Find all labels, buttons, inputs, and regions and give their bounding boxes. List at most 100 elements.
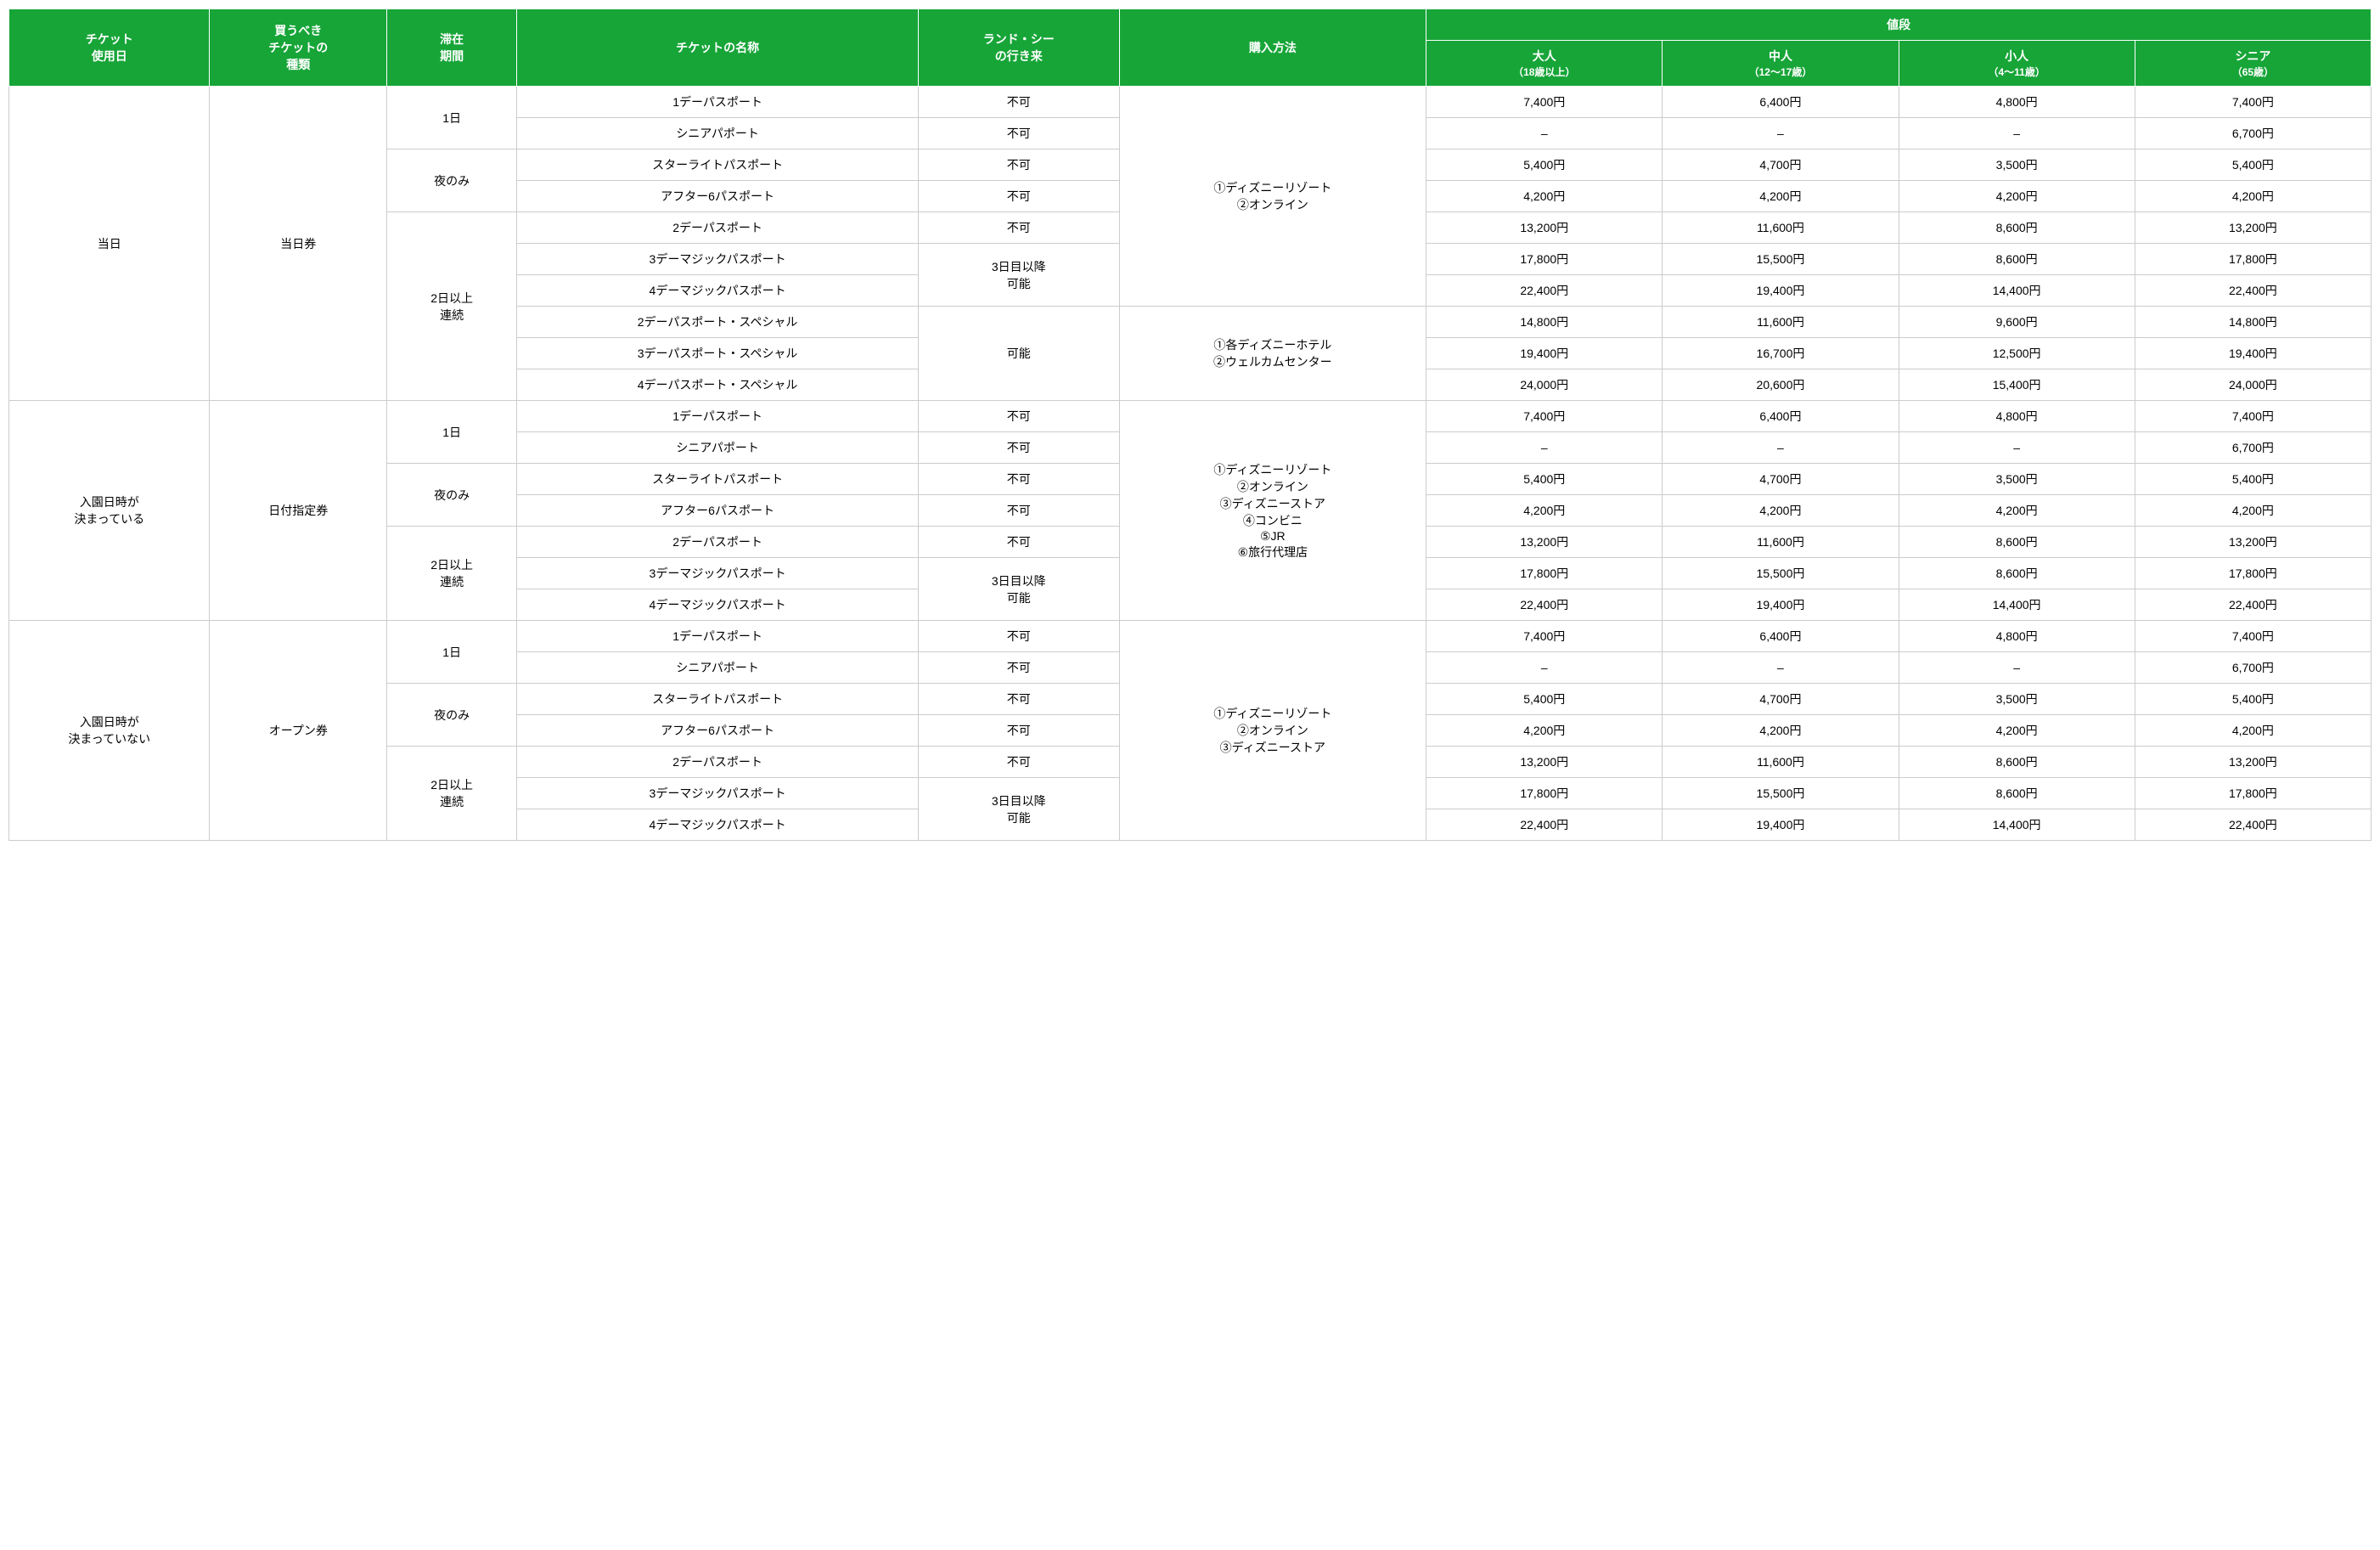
price-cell: 24,000円: [2135, 369, 2371, 401]
price-cell: 12,500円: [1899, 338, 2135, 369]
price-cell: 15,400円: [1899, 369, 2135, 401]
ticket-name-cell: シニアパポート: [517, 118, 919, 149]
price-cell: 15,500円: [1663, 244, 1899, 275]
price-cell: 7,400円: [1426, 621, 1663, 652]
ticket-name-cell: 2デーパスポート: [517, 527, 919, 558]
price-cell: 15,500円: [1663, 778, 1899, 809]
travel-cell: 不可: [919, 181, 1119, 212]
buy-cell: ①ディズニーリゾート②オンライン③ディズニーストア④コンビニ⑤JR⑥旅行代理店: [1119, 401, 1426, 621]
travel-cell: 不可: [919, 118, 1119, 149]
header-stay: 滞在期間: [387, 9, 517, 87]
price-cell: 3,500円: [1899, 464, 2135, 495]
price-cell: 15,500円: [1663, 558, 1899, 589]
ticket-type-cell: 当日券: [210, 87, 387, 401]
ticket-name-cell: 4デーパスポート・スペシャル: [517, 369, 919, 401]
price-cell: –: [1899, 118, 2135, 149]
price-cell: 4,200円: [2135, 181, 2371, 212]
price-cell: 4,200円: [1426, 181, 1663, 212]
price-cell: 6,400円: [1663, 621, 1899, 652]
price-cell: 17,800円: [1426, 778, 1663, 809]
price-cell: 4,200円: [1663, 495, 1899, 527]
price-cell: 4,200円: [2135, 715, 2371, 747]
price-cell: 4,200円: [1663, 715, 1899, 747]
price-cell: –: [1426, 652, 1663, 684]
header-price-adult: 大人（18歳以上）: [1426, 41, 1663, 87]
price-cell: 19,400円: [1426, 338, 1663, 369]
price-cell: 8,600円: [1899, 778, 2135, 809]
ticket-name-cell: スターライトパスポート: [517, 684, 919, 715]
price-cell: 5,400円: [1426, 149, 1663, 181]
ticket-name-cell: 1デーパスポート: [517, 401, 919, 432]
header-price-junior: 中人（12〜17歳）: [1663, 41, 1899, 87]
price-cell: 11,600円: [1663, 747, 1899, 778]
price-cell: 22,400円: [1426, 275, 1663, 307]
price-cell: 8,600円: [1899, 747, 2135, 778]
price-cell: 4,200円: [1899, 181, 2135, 212]
price-cell: 7,400円: [1426, 401, 1663, 432]
table-row: 入園日時が決まっていない オープン券 1日 1デーパスポート 不可 ①ディズニー…: [9, 621, 2372, 652]
ticket-name-cell: 3デーマジックパスポート: [517, 778, 919, 809]
stay-cell: 1日: [387, 401, 517, 464]
price-cell: 19,400円: [2135, 338, 2371, 369]
price-cell: 4,800円: [1899, 87, 2135, 118]
ticket-name-cell: アフター6パスポート: [517, 495, 919, 527]
price-cell: 24,000円: [1426, 369, 1663, 401]
travel-cell: 不可: [919, 401, 1119, 432]
price-cell: 22,400円: [2135, 275, 2371, 307]
travel-cell: 不可: [919, 432, 1119, 464]
header-buy: 購入方法: [1119, 9, 1426, 87]
travel-cell: 不可: [919, 621, 1119, 652]
price-cell: 4,200円: [1663, 181, 1899, 212]
buy-cell: ①ディズニーリゾート②オンライン③ディズニーストア: [1119, 621, 1426, 841]
price-cell: 22,400円: [2135, 589, 2371, 621]
table-row: 入園日時が決まっている 日付指定券 1日 1デーパスポート 不可 ①ディズニーリ…: [9, 401, 2372, 432]
stay-cell: 夜のみ: [387, 684, 517, 747]
price-cell: –: [1663, 432, 1899, 464]
ticket-name-cell: シニアパポート: [517, 652, 919, 684]
price-cell: 3,500円: [1899, 149, 2135, 181]
price-cell: 9,600円: [1899, 307, 2135, 338]
price-cell: 6,700円: [2135, 432, 2371, 464]
price-cell: 13,200円: [1426, 747, 1663, 778]
ticket-name-cell: 2デーパスポート・スペシャル: [517, 307, 919, 338]
price-cell: 5,400円: [2135, 464, 2371, 495]
ticket-name-cell: 3デーマジックパスポート: [517, 244, 919, 275]
price-cell: 8,600円: [1899, 558, 2135, 589]
travel-cell: 不可: [919, 747, 1119, 778]
price-cell: –: [1899, 652, 2135, 684]
ticket-name-cell: アフター6パスポート: [517, 181, 919, 212]
ticket-type-cell: 日付指定券: [210, 401, 387, 621]
price-cell: 3,500円: [1899, 684, 2135, 715]
price-cell: 19,400円: [1663, 275, 1899, 307]
header-ticket-type: 買うべきチケットの種類: [210, 9, 387, 87]
price-cell: 17,800円: [2135, 558, 2371, 589]
price-cell: 4,200円: [2135, 495, 2371, 527]
price-cell: 20,600円: [1663, 369, 1899, 401]
ticket-name-cell: スターライトパスポート: [517, 464, 919, 495]
price-cell: 4,700円: [1663, 684, 1899, 715]
ticket-type-cell: オープン券: [210, 621, 387, 841]
travel-cell: 不可: [919, 684, 1119, 715]
price-cell: 22,400円: [1426, 809, 1663, 841]
price-cell: 13,200円: [1426, 527, 1663, 558]
travel-cell: 不可: [919, 495, 1119, 527]
ticket-name-cell: スターライトパスポート: [517, 149, 919, 181]
travel-cell: 3日目以降可能: [919, 558, 1119, 621]
price-cell: 7,400円: [2135, 621, 2371, 652]
price-cell: 6,400円: [1663, 87, 1899, 118]
travel-cell: 不可: [919, 212, 1119, 244]
travel-cell: 不可: [919, 527, 1119, 558]
price-cell: 17,800円: [2135, 778, 2371, 809]
price-cell: –: [1426, 118, 1663, 149]
use-day-cell: 入園日時が決まっている: [9, 401, 210, 621]
stay-cell: 夜のみ: [387, 464, 517, 527]
header-price-senior: シニア（65歳）: [2135, 41, 2371, 87]
price-cell: 5,400円: [1426, 684, 1663, 715]
travel-cell: 不可: [919, 652, 1119, 684]
stay-cell: 2日以上連続: [387, 212, 517, 401]
travel-cell: 不可: [919, 149, 1119, 181]
ticket-name-cell: 2デーパスポート: [517, 212, 919, 244]
ticket-name-cell: 4デーマジックパスポート: [517, 275, 919, 307]
price-cell: 14,400円: [1899, 589, 2135, 621]
ticket-name-cell: シニアパポート: [517, 432, 919, 464]
